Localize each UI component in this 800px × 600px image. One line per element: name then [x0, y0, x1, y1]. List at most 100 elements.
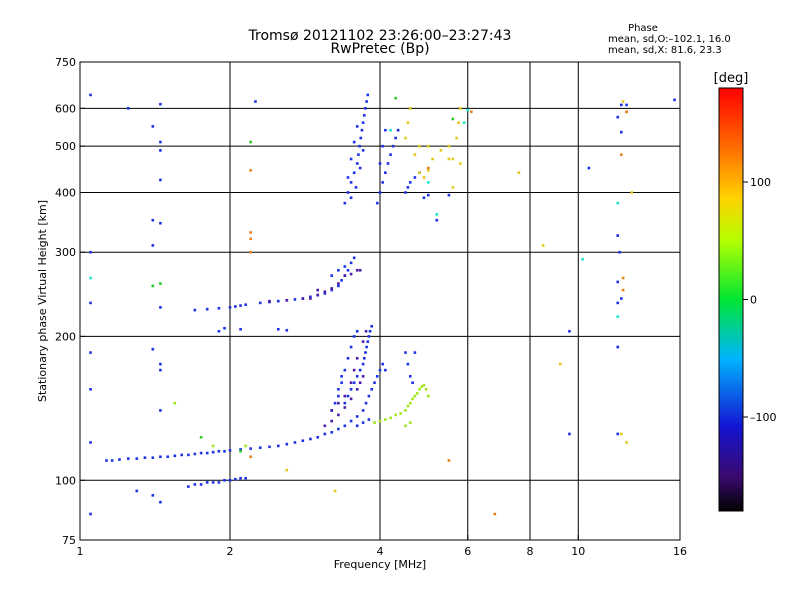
- data-point: [368, 329, 372, 333]
- data-point: [355, 162, 359, 165]
- data-point: [435, 218, 439, 222]
- data-point: [323, 290, 327, 294]
- colorbar-label: [deg]: [714, 71, 749, 86]
- x-tick-label: 10: [571, 545, 585, 558]
- data-point: [418, 144, 421, 148]
- data-point: [517, 171, 521, 175]
- data-point: [159, 500, 162, 504]
- data-point: [616, 234, 620, 237]
- data-point: [143, 456, 147, 459]
- data-point: [159, 282, 162, 285]
- data-point: [346, 176, 350, 179]
- data-point: [406, 362, 410, 366]
- data-point: [413, 394, 417, 398]
- data-point: [391, 144, 395, 148]
- y-tick-label: 400: [55, 186, 76, 199]
- data-point: [373, 421, 376, 424]
- x-tick-label: 2: [227, 545, 234, 558]
- data-point: [581, 257, 584, 261]
- data-point: [193, 308, 197, 312]
- data-point: [408, 181, 412, 184]
- data-point: [620, 130, 623, 134]
- data-point: [330, 274, 334, 277]
- data-point: [375, 201, 379, 205]
- data-point: [180, 453, 184, 457]
- data-point: [384, 418, 387, 421]
- data-point: [228, 306, 232, 309]
- data-point: [422, 384, 426, 387]
- data-point: [455, 136, 458, 140]
- data-point: [404, 351, 407, 354]
- data-point: [361, 340, 365, 343]
- data-point: [406, 186, 410, 189]
- y-tick-label: 600: [55, 102, 76, 115]
- data-point: [316, 293, 320, 297]
- data-point: [330, 431, 334, 434]
- data-point: [135, 457, 139, 460]
- data-point: [349, 157, 353, 161]
- colorbar: [718, 87, 744, 512]
- data-point: [276, 299, 280, 303]
- y-axis-label: Stationary phase Virtual Height [km]: [36, 200, 49, 402]
- data-point: [358, 144, 361, 148]
- data-point: [244, 476, 247, 480]
- data-point: [187, 485, 190, 488]
- data-point: [386, 162, 390, 165]
- data-point: [285, 468, 289, 472]
- data-point: [228, 449, 232, 452]
- data-point: [217, 449, 221, 453]
- data-point: [346, 356, 350, 360]
- data-point: [378, 162, 382, 165]
- data-point: [173, 401, 177, 405]
- colorbar-ticks: 100 0 –100: [743, 176, 777, 424]
- data-point: [375, 375, 379, 378]
- data-point: [493, 512, 497, 516]
- data-point: [415, 392, 419, 395]
- data-point: [673, 98, 676, 102]
- data-point: [285, 328, 289, 332]
- data-point: [151, 284, 155, 288]
- data-point: [426, 181, 430, 184]
- data-point: [394, 96, 397, 100]
- data-point: [110, 459, 114, 462]
- data-point: [355, 415, 359, 418]
- data-point: [349, 419, 353, 423]
- data-point: [616, 301, 620, 305]
- data-point: [620, 432, 623, 436]
- data-point: [355, 125, 359, 128]
- stats-heading: Phase: [628, 23, 658, 34]
- data-point: [616, 280, 620, 284]
- data-point: [239, 448, 242, 451]
- data-point: [384, 128, 387, 132]
- data-point: [337, 284, 340, 288]
- data-point: [447, 193, 451, 197]
- data-point: [285, 298, 289, 302]
- data-point: [366, 93, 370, 97]
- data-point: [378, 368, 382, 372]
- data-point: [151, 244, 155, 247]
- data-point: [340, 279, 343, 282]
- data-point: [135, 489, 139, 493]
- data-point: [364, 329, 368, 333]
- data-point: [355, 388, 359, 391]
- data-point: [159, 362, 162, 366]
- data-point: [258, 446, 262, 449]
- data-point: [422, 196, 426, 200]
- data-point: [426, 193, 430, 197]
- data-point: [349, 381, 353, 385]
- data-point: [568, 329, 571, 333]
- data-point: [205, 481, 209, 484]
- data-point: [249, 250, 252, 254]
- data-point: [406, 404, 410, 408]
- data-point: [343, 265, 347, 268]
- data-point: [293, 298, 297, 301]
- data-point: [193, 452, 197, 456]
- data-point: [389, 153, 392, 156]
- data-point: [105, 459, 108, 462]
- data-point: [354, 186, 358, 189]
- data-point: [616, 345, 620, 349]
- data-point: [404, 409, 407, 412]
- data-point: [408, 107, 412, 110]
- data-point: [420, 385, 423, 388]
- data-point: [378, 191, 382, 194]
